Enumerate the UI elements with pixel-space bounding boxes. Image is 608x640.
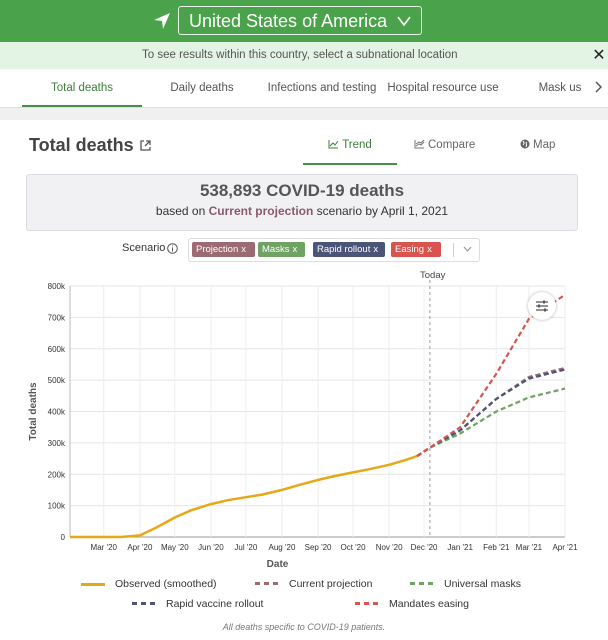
today-label: Today: [420, 270, 446, 281]
subnational-notice: To see results within this country, sele…: [0, 42, 608, 69]
y-tick-label: 800k: [48, 282, 66, 291]
legend-label-universal-masks: Universal masks: [444, 578, 522, 590]
chip-rapid-rollout-label: Rapid rollout: [317, 244, 371, 255]
y-tick-label: 700k: [48, 313, 66, 322]
legend-item-rapid-vaccine[interactable]: Rapid vaccine rollout: [132, 598, 292, 610]
legend-item-current-projection[interactable]: Current projection: [255, 578, 405, 590]
x-tick-label: Dec '20: [411, 543, 438, 552]
scenario-label: Scenario: [122, 242, 166, 254]
summary-subline: based on Current projection scenario by …: [27, 204, 577, 218]
footnote: All deaths specific to COVID-19 patients…: [222, 622, 386, 632]
series-line-universal-masks: [416, 387, 566, 458]
select-divider: [453, 243, 454, 257]
x-tick-label: Mar '21: [516, 543, 543, 552]
chip-remove-icon[interactable]: x: [241, 244, 246, 255]
globe-icon: [520, 139, 530, 149]
chip-rapid-rollout[interactable]: Rapid rollout x: [313, 242, 385, 257]
y-tick-label: 600k: [48, 345, 66, 354]
legend-swatch-universal-masks: [410, 582, 434, 585]
subnational-notice-text: To see results within this country, sele…: [142, 49, 458, 61]
summary-prefix: based on: [155, 204, 206, 218]
legend-swatch-rapid-vaccine: [132, 602, 156, 605]
chip-projection-label: Projection: [196, 244, 239, 255]
compare-icon: [414, 139, 425, 149]
section-divider: [0, 107, 608, 121]
x-tick-label: Jan '21: [447, 543, 473, 552]
y-tick-label: 0: [61, 533, 66, 542]
legend-label-current-projection: Current projection: [289, 578, 373, 590]
x-tick-label: Feb '21: [483, 543, 510, 552]
external-link-icon[interactable]: [140, 140, 151, 151]
tab-infections-testing[interactable]: Infections and testing: [267, 82, 377, 94]
view-tab-trend[interactable]: Trend: [303, 120, 397, 165]
y-tick-label: 400k: [48, 408, 66, 417]
series-line-observed-smoothed: [70, 454, 418, 539]
chevron-right-icon[interactable]: [594, 81, 602, 93]
info-icon[interactable]: [167, 243, 178, 254]
sliders-icon: [536, 300, 548, 312]
x-tick-label: Mar '20: [91, 543, 118, 552]
legend-swatch-mandates-easing: [355, 602, 379, 605]
view-tab-map-label: Map: [533, 139, 556, 151]
location-arrow-icon[interactable]: [152, 11, 172, 31]
chip-remove-icon[interactable]: x: [427, 244, 432, 255]
projection-summary: 538,893 COVID-19 deaths based on Current…: [26, 174, 578, 231]
x-tick-label: Sep '20: [305, 543, 332, 552]
tab-mask-use[interactable]: Mask us: [538, 82, 582, 94]
legend-label-observed: Observed (smoothed): [115, 578, 217, 590]
view-tab-trend-label: Trend: [342, 139, 372, 151]
chip-easing[interactable]: Easing x: [391, 242, 441, 257]
x-tick-label: Aug '20: [269, 543, 296, 552]
legend-swatch-observed: [81, 583, 105, 586]
legend-item-universal-masks[interactable]: Universal masks: [410, 578, 550, 590]
chart-settings-button[interactable]: [528, 292, 556, 320]
tab-hospital-resource-use[interactable]: Hospital resource use: [387, 82, 499, 94]
location-select-value: United States of America: [189, 11, 388, 31]
view-tab-compare-label: Compare: [428, 139, 476, 151]
chip-masks[interactable]: Masks x: [258, 242, 305, 257]
x-tick-label: Oct '20: [340, 543, 366, 552]
legend-item-mandates-easing[interactable]: Mandates easing: [355, 598, 495, 610]
scenario-select[interactable]: Projection x Masks x Rapid rollout x Easing…: [188, 238, 480, 262]
view-tab-compare[interactable]: Compare: [414, 120, 475, 163]
chip-remove-icon[interactable]: x: [292, 244, 298, 255]
x-tick-label: Jun '20: [198, 543, 224, 552]
x-tick-label: Jul '20: [234, 543, 257, 552]
chip-masks-label: Masks: [262, 244, 290, 255]
y-tick-label: 300k: [48, 439, 66, 448]
y-tick-label: 500k: [48, 376, 66, 385]
trend-icon: [328, 140, 339, 149]
location-select[interactable]: United States of America: [178, 6, 422, 35]
tab-total-deaths[interactable]: Total deaths: [22, 69, 142, 107]
chip-easing-label: Easing: [395, 244, 425, 255]
legend-label-mandates-easing: Mandates easing: [389, 598, 469, 610]
y-axis-title: Total deaths: [28, 382, 39, 441]
tab-daily-deaths[interactable]: Daily deaths: [170, 82, 234, 94]
y-tick-label: 100k: [48, 502, 66, 511]
total-deaths-chart: 0 100k 200k 300k 400k 500k 600k 700k 800k Mar '20…: [28, 280, 578, 570]
close-icon[interactable]: ✕: [592, 47, 606, 64]
location-bar: United States of America: [0, 0, 608, 42]
x-tick-label: Apr '20: [127, 543, 153, 552]
chevron-down-icon: [397, 16, 411, 27]
chevron-down-icon[interactable]: [463, 246, 472, 252]
summary-suffix: scenario by April 1, 2021: [316, 204, 449, 218]
legend-label-rapid-vaccine: Rapid vaccine rollout: [166, 598, 264, 610]
legend-item-observed[interactable]: Observed (smoothed): [81, 578, 251, 590]
x-tick-label: May '20: [161, 543, 189, 552]
card-title: Total deaths: [29, 135, 134, 155]
summary-headline: 538,893 COVID-19 deaths: [199, 181, 405, 200]
x-tick-label: Nov '20: [376, 543, 403, 552]
view-tab-map[interactable]: Map: [520, 120, 555, 163]
x-axis-title: Date: [267, 559, 289, 570]
chip-remove-icon[interactable]: x: [373, 244, 379, 255]
metric-tabs: Total deaths Daily deaths Infections and…: [0, 69, 608, 107]
chip-projection[interactable]: Projection x: [192, 242, 255, 257]
legend-swatch-current-projection: [255, 582, 279, 585]
x-tick-label: Apr '21: [552, 543, 578, 552]
y-tick-label: 200k: [48, 470, 66, 479]
total-deaths-card: Total deaths Trend Compare Map 538,893 C…: [0, 120, 608, 640]
summary-scenario: Current projection: [208, 204, 314, 218]
